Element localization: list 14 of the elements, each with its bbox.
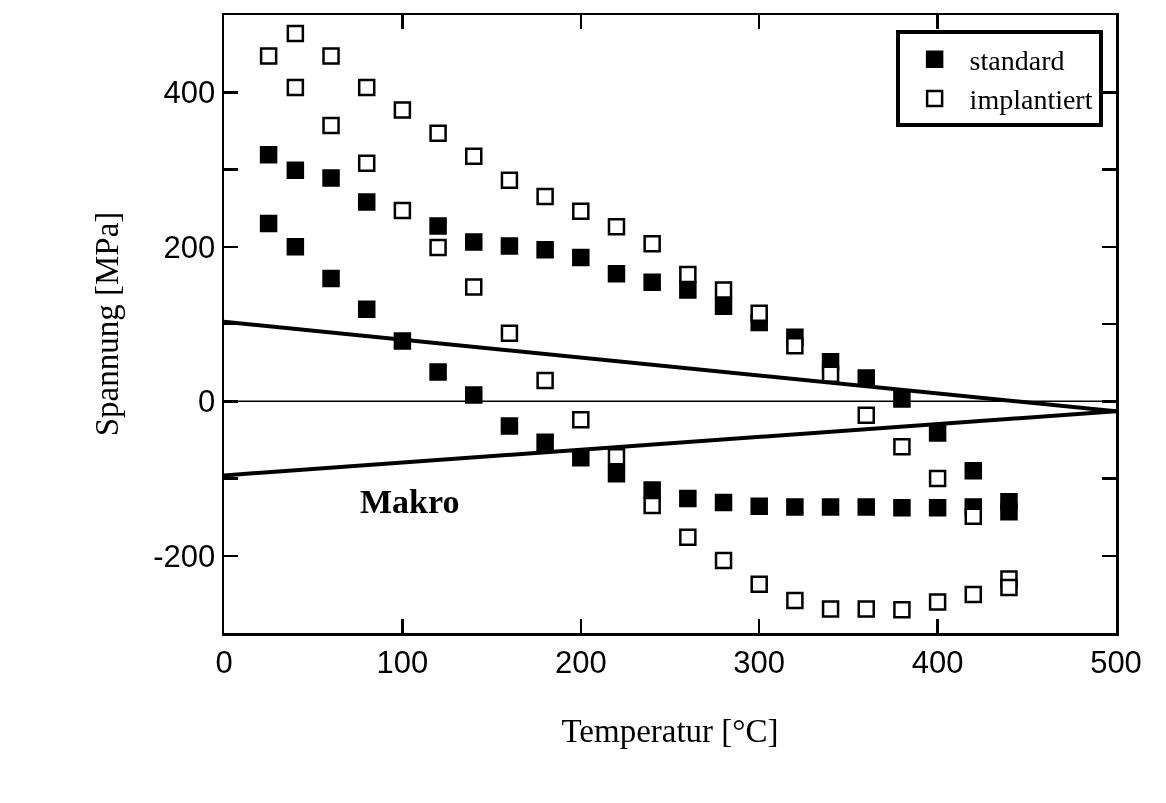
x-tick-label: 300	[733, 644, 786, 680]
y-tick-label: 400	[163, 75, 216, 111]
y-tick-label: -200	[153, 538, 216, 574]
y-tick-label: 0	[198, 384, 216, 420]
y-axis-title: Spannung [MPa]	[88, 211, 125, 437]
x-tick-label: 500	[1090, 644, 1142, 680]
y-tick-label: 200	[163, 229, 216, 265]
annotation: Makro	[360, 483, 460, 520]
legend-label: standard	[969, 45, 1065, 77]
x-axis-title: Temperatur [°C]	[561, 712, 779, 749]
legend-label: implantiert	[969, 84, 1093, 116]
x-tick-label: 400	[911, 644, 964, 680]
x-tick-label: 100	[376, 644, 429, 680]
x-tick-label: 200	[554, 644, 607, 680]
